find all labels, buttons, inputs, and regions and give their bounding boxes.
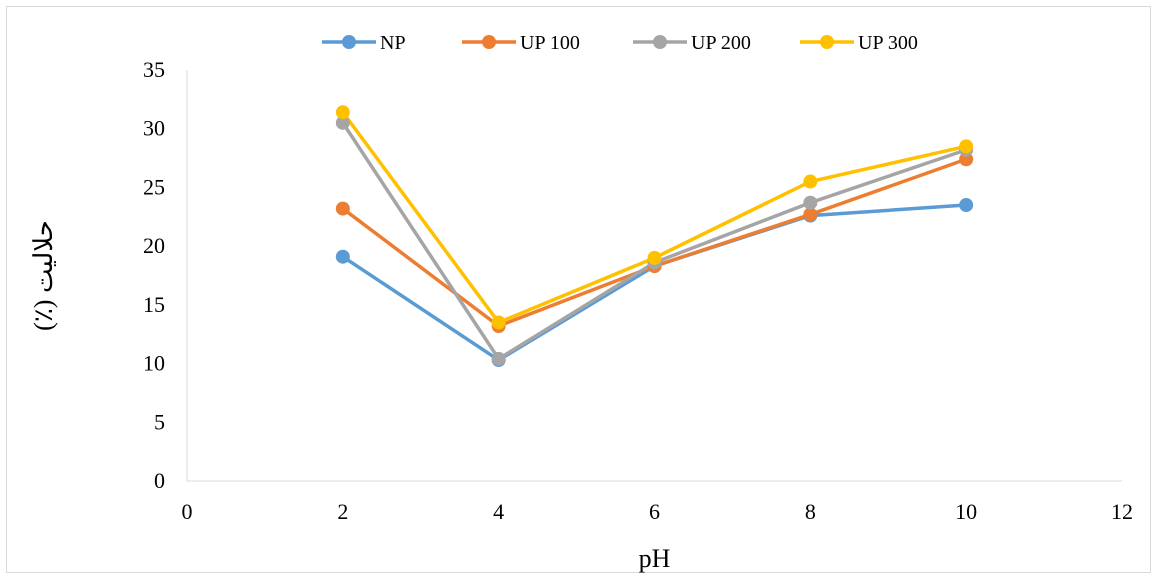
- data-point-up-100: [335, 201, 350, 216]
- data-point-up-300: [803, 174, 818, 189]
- data-point-up-300: [959, 139, 974, 154]
- x-tick-labels: 0 2 4 6 8 10 12: [182, 499, 1134, 524]
- x-tick-label: 8: [805, 499, 816, 524]
- data-point-up-300: [491, 315, 506, 330]
- x-tick-label: 4: [493, 499, 504, 524]
- legend-item-np: NP: [322, 32, 406, 54]
- series-lines: [341, 110, 968, 362]
- x-tick-label: 10: [955, 499, 977, 524]
- x-tick-label: 6: [649, 499, 660, 524]
- data-point-up-300: [335, 105, 350, 120]
- y-tick-label: 10: [143, 351, 165, 376]
- x-tick-label: 12: [1111, 499, 1133, 524]
- legend-label: UP 300: [858, 32, 918, 54]
- data-point-np: [335, 249, 350, 264]
- legend-label: NP: [380, 32, 406, 54]
- data-point-up-200: [491, 351, 506, 366]
- y-tick-label: 25: [143, 174, 165, 199]
- x-tick-label: 0: [182, 499, 193, 524]
- series-line-np: [341, 203, 968, 362]
- legend-item-up-100: UP 100: [462, 32, 580, 54]
- legend-swatch-marker: [820, 35, 834, 49]
- legend-item-up-200: UP 200: [633, 32, 751, 54]
- y-tick-label: 5: [154, 409, 165, 434]
- legend-item-up-300: UP 300: [800, 32, 918, 54]
- legend-swatch-marker: [342, 35, 356, 49]
- legend-label: UP 200: [691, 32, 751, 54]
- axes: [186, 70, 1122, 482]
- series-line-up-100: [341, 157, 968, 328]
- legend-label: UP 100: [520, 32, 580, 54]
- x-tick-label: 2: [337, 499, 348, 524]
- y-tick-label: 35: [143, 57, 165, 82]
- series-line-up-300: [341, 110, 968, 325]
- y-tick-label: 30: [143, 116, 165, 141]
- y-tick-labels: 0 5 10 15 20 25 30 35: [143, 57, 165, 493]
- y-tick-label: 0: [154, 468, 165, 493]
- y-tick-label: 15: [143, 292, 165, 317]
- data-point-up-300: [647, 250, 662, 265]
- legend: NP UP 100 UP 200 UP 300: [322, 32, 918, 54]
- legend-swatch-marker: [653, 35, 667, 49]
- x-axis-title: pH: [639, 544, 671, 573]
- legend-swatch-marker: [482, 35, 496, 49]
- data-point-np: [959, 198, 974, 213]
- series-markers: [335, 105, 974, 368]
- y-tick-label: 20: [143, 233, 165, 258]
- data-point-up-100: [803, 207, 818, 222]
- data-point-up-200: [803, 195, 818, 210]
- y-axis-title: حلالیت (٪): [29, 220, 58, 331]
- data-point-up-200: [335, 115, 350, 130]
